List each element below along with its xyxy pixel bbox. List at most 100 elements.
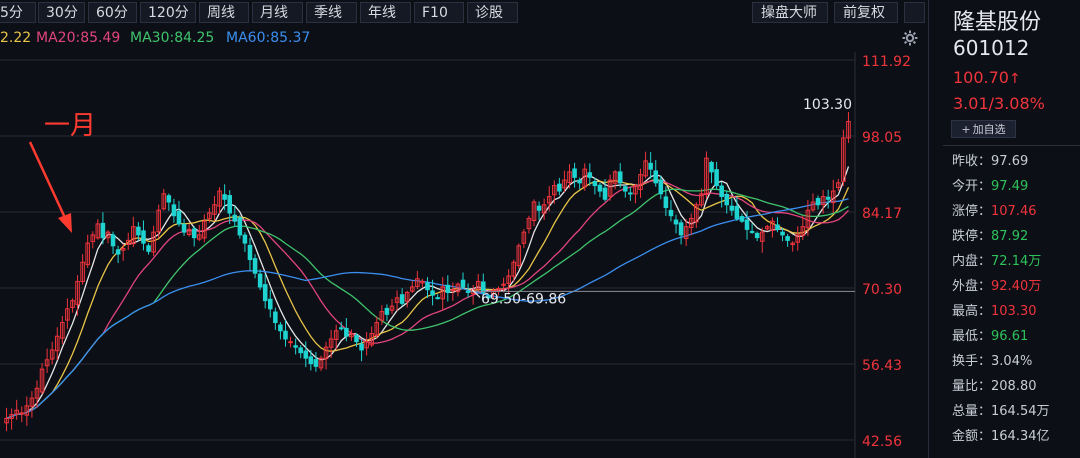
stock-code: 601012 [953, 36, 1030, 60]
candle-body [724, 193, 730, 206]
stat-value: 92.40万 [991, 279, 1042, 294]
ma20-legend: MA20:85.49 [36, 30, 121, 46]
candle-body [688, 217, 694, 229]
annotation-arrow-head-icon [58, 213, 72, 233]
candle-body [815, 197, 821, 206]
candle-body [90, 234, 96, 243]
candle-body [521, 231, 527, 244]
stat-label: 今开： [952, 179, 992, 194]
stat-value: 103.30 [991, 304, 1037, 319]
stat-row: 涨停：107.46 [952, 200, 1037, 219]
candle-body [389, 305, 395, 311]
stat-label: 最低： [952, 329, 992, 344]
candle-body [328, 338, 334, 348]
candle-body [110, 234, 116, 247]
stat-row: 金额：164.34亿 [952, 425, 1050, 444]
kline-chart[interactable]: 111.92 98.05 84.17 70.30 56.43 42.56 69.50-69… [0, 52, 928, 458]
candle-body [339, 327, 344, 330]
candle-body [795, 234, 801, 243]
expand-square[interactable] [904, 2, 925, 23]
candle-body [308, 356, 314, 365]
candle-body [54, 335, 60, 352]
candle-body [486, 295, 491, 299]
candle-body [501, 283, 506, 286]
candle-body [425, 282, 430, 291]
candle-body [765, 226, 770, 230]
stat-row: 量比：208.80 [952, 375, 1037, 394]
tab-diagnose[interactable]: 诊股 [467, 2, 518, 23]
candle-body [364, 341, 369, 349]
stat-label: 跌停： [952, 229, 992, 244]
candle-body [587, 172, 593, 178]
candle-body [572, 168, 577, 178]
candle-body [252, 258, 258, 274]
candle-body [541, 204, 547, 214]
stat-row: 内盘：72.14万 [952, 250, 1041, 269]
candle-body [44, 359, 50, 367]
tab-60min[interactable]: 60分 [88, 2, 137, 23]
candle-body [60, 322, 65, 339]
ma10-line [6, 178, 850, 420]
candle-body [151, 231, 156, 253]
candle-body [278, 324, 283, 332]
candle-body [65, 308, 70, 321]
tab-weekly[interactable]: 周线 [199, 2, 249, 23]
candle-body [612, 171, 618, 184]
candle-body [577, 179, 582, 184]
candle-body [85, 242, 90, 266]
candle-body [445, 284, 451, 293]
candle-body [653, 170, 659, 184]
candle-body [663, 196, 669, 208]
candle-body [759, 231, 765, 242]
candle-body [775, 224, 780, 230]
candles [4, 111, 851, 432]
tab-quarterly[interactable]: 季线 [306, 2, 357, 23]
settings-gear-icon[interactable] [900, 28, 920, 48]
candle-body [359, 343, 364, 351]
stat-label: 涨停： [952, 204, 992, 219]
candle-body [435, 297, 440, 300]
candle-body [455, 283, 461, 293]
annotation-arrow-shaft [28, 141, 68, 221]
candle-body [222, 194, 227, 200]
stat-value: 96.61 [991, 329, 1029, 344]
adjust-price-button[interactable]: 前复权 [834, 2, 898, 23]
stat-row: 总量：164.54万 [952, 400, 1050, 419]
tab-monthly[interactable]: 月线 [252, 2, 303, 23]
stat-value: 3.04% [991, 354, 1033, 369]
stat-label: 金额： [952, 429, 992, 444]
stat-label: 最高： [952, 304, 992, 319]
candle-body [181, 223, 187, 233]
candle-body [176, 210, 182, 225]
tab-5min[interactable]: 5分 [0, 2, 36, 23]
candle-body [785, 236, 790, 241]
candle-body [729, 205, 735, 211]
candle-body [754, 232, 760, 239]
add-watchlist-button[interactable]: + 加自选 [951, 120, 1016, 138]
tab-f10[interactable]: F10 [414, 2, 464, 23]
candle-body [262, 284, 268, 302]
stat-label: 外盘： [952, 279, 992, 294]
tab-30min[interactable]: 30分 [38, 2, 85, 23]
candle-body [288, 341, 293, 344]
candle-body [273, 311, 278, 324]
candle-body [166, 195, 172, 203]
candle-body [557, 183, 562, 192]
master-button[interactable]: 操盘大师 [752, 2, 828, 23]
candle-body [404, 291, 410, 302]
candle-body [820, 196, 826, 205]
candle-body [633, 185, 638, 195]
candle-body [333, 330, 339, 341]
candle-body [374, 322, 380, 337]
tab-120min[interactable]: 120分 [140, 2, 196, 23]
candle-body [257, 273, 263, 288]
stat-row: 今开：97.49 [952, 175, 1028, 194]
ma20-line [6, 180, 849, 420]
y-tick-label: 111.92 [862, 54, 911, 70]
y-tick-label: 56.43 [862, 358, 902, 374]
current-price: 100.70↑ [953, 68, 1021, 87]
tab-yearly[interactable]: 年线 [360, 2, 411, 23]
candle-body [805, 209, 811, 229]
stat-row: 最高：103.30 [952, 300, 1037, 319]
candle-body [120, 248, 126, 251]
